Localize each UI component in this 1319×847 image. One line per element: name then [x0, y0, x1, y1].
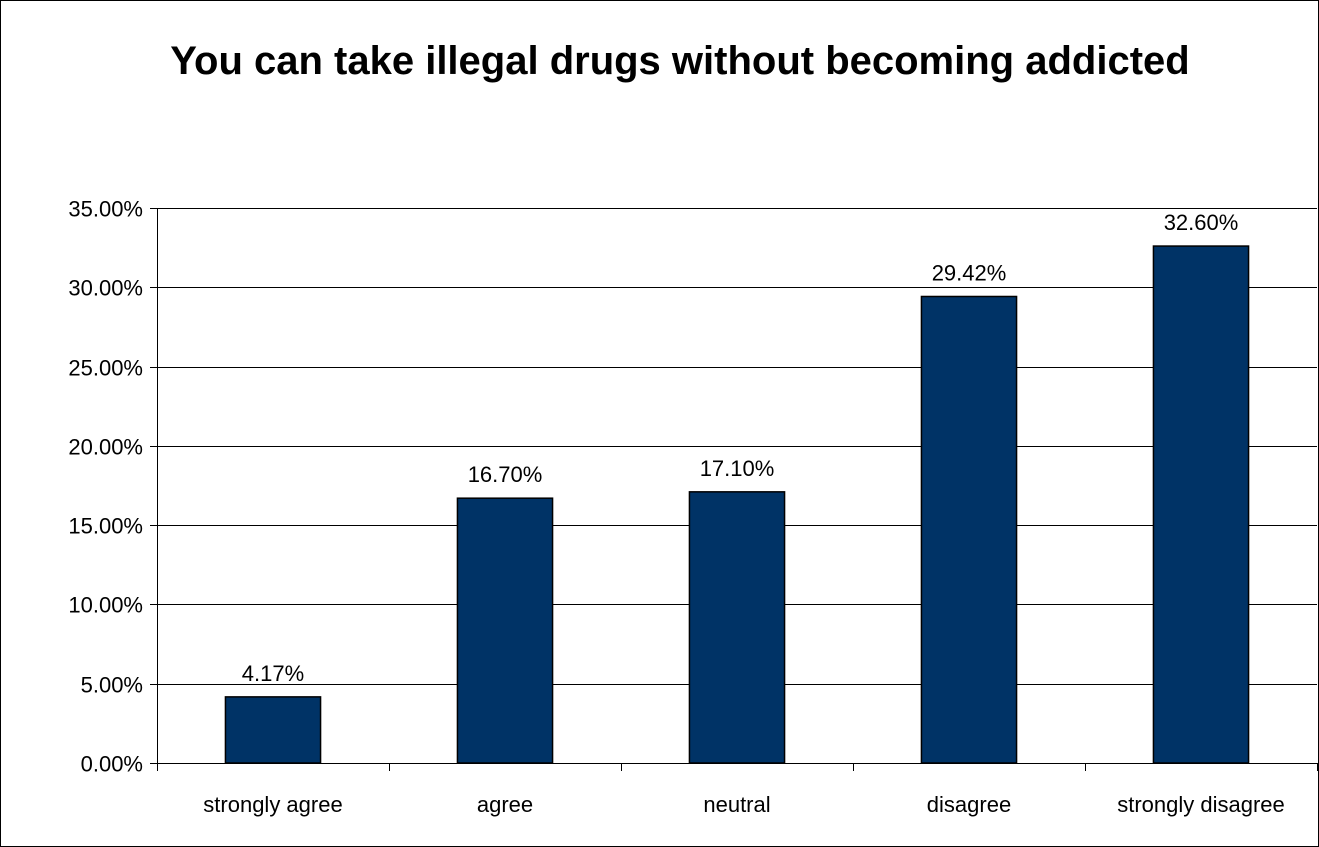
y-tick-label: 0.00%: [81, 752, 143, 777]
y-tick-label: 20.00%: [68, 435, 143, 460]
bar: [456, 497, 554, 764]
data-label: 32.60%: [1164, 210, 1239, 235]
bar: [1152, 245, 1250, 764]
category-label: disagree: [927, 792, 1011, 817]
category-label: strongly agree: [203, 792, 342, 817]
bar: [688, 491, 786, 764]
y-tick-label: 35.00%: [68, 197, 143, 222]
category-label: agree: [477, 792, 533, 817]
data-label: 29.42%: [932, 260, 1007, 285]
y-tick-label: 30.00%: [68, 276, 143, 301]
y-tick-label: 15.00%: [68, 514, 143, 539]
chart-title: You can take illegal drugs without becom…: [170, 39, 1190, 83]
category-label: neutral: [703, 792, 770, 817]
y-tick-label: 25.00%: [68, 356, 143, 381]
category-label: strongly disagree: [1117, 792, 1285, 817]
y-tick-label: 10.00%: [68, 593, 143, 618]
data-label: 4.17%: [242, 661, 304, 686]
bars: [224, 245, 1250, 764]
labels: 0.00% 5.00% 10.00% 15.00% 20.00% 25.00% 30.00%…: [68, 197, 1284, 818]
bar: [920, 295, 1018, 764]
bar: [224, 696, 322, 764]
data-label: 16.70%: [468, 462, 543, 487]
data-label: 17.10%: [700, 456, 775, 481]
y-tick-label: 5.00%: [81, 673, 143, 698]
